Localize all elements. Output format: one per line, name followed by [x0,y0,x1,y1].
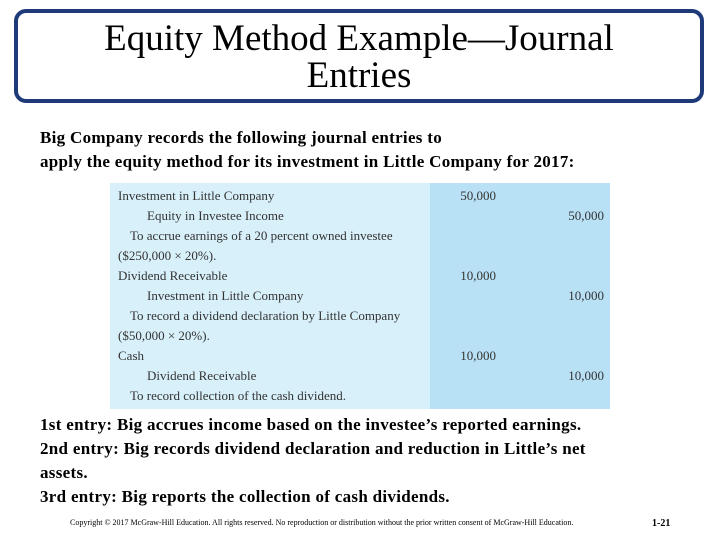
journal-description: Investment in Little Company [118,188,275,203]
intro-text: Big Company records the following journa… [40,126,700,174]
journal-credit: 10,000 [568,288,604,303]
journal-description: Dividend Receivable [118,268,228,283]
copyright-footer: Copyright © 2017 McGraw-Hill Education. … [70,518,574,527]
note-line: assets. [40,463,88,482]
journal-description: Cash [118,348,144,363]
journal-credit: 10,000 [568,368,604,383]
title-line-2: Entries [306,55,412,96]
notes: 1st entry: Big accrues income based on t… [40,413,700,509]
journal-description: ($50,000 × 20%). [118,328,210,343]
journal-entries-table: Investment in Little Company 50,000 Equity… [110,183,610,409]
journal-row: To accrue earnings of a 20 percent owned… [110,226,610,246]
journal-description: ($250,000 × 20%). [118,248,217,263]
journal-row: To record a dividend declaration by Litt… [110,306,610,326]
amount-column-band [430,183,610,409]
journal-row: ($50,000 × 20%). [110,326,610,346]
journal-row: Investment in Little Company 50,000 [110,186,610,206]
journal-row: Dividend Receivable 10,000 [110,266,610,286]
intro-line-1: Big Company records the following journa… [40,128,443,147]
journal-description: To record a dividend declaration by Litt… [130,308,401,323]
journal-row: Investment in Little Company 10,000 [110,286,610,306]
journal-description: Investment in Little Company [147,288,304,303]
journal-row: Cash 10,000 [110,346,610,366]
journal-debit: 10,000 [460,268,496,283]
journal-credit: 50,000 [568,208,604,223]
journal-row: ($250,000 × 20%). [110,246,610,266]
journal-row: Equity in Investee Income 50,000 [110,206,610,226]
journal-row: Dividend Receivable 10,000 [110,366,610,386]
journal-description: Equity in Investee Income [147,208,284,223]
note-line: 2nd entry: Big records dividend declarat… [40,439,586,458]
journal-description: To record collection of the cash dividen… [130,388,347,403]
note-line: 3rd entry: Big reports the collection of… [40,487,450,506]
journal-debit: 50,000 [460,188,496,203]
journal-description: To accrue earnings of a 20 percent owned… [130,228,393,243]
journal-description: Dividend Receivable [147,368,257,383]
title-box: Equity Method Example—Journal Entries [14,9,704,103]
slide-title: Equity Method Example—Journal Entries [18,20,700,94]
journal-debit: 10,000 [460,348,496,363]
journal-row: To record collection of the cash dividen… [110,386,610,406]
intro-line-2: apply the equity method for its investme… [40,152,575,171]
note-line: 1st entry: Big accrues income based on t… [40,415,582,434]
title-line-1: Equity Method Example—Journal [104,18,614,59]
page-number: 1-21 [652,518,671,529]
